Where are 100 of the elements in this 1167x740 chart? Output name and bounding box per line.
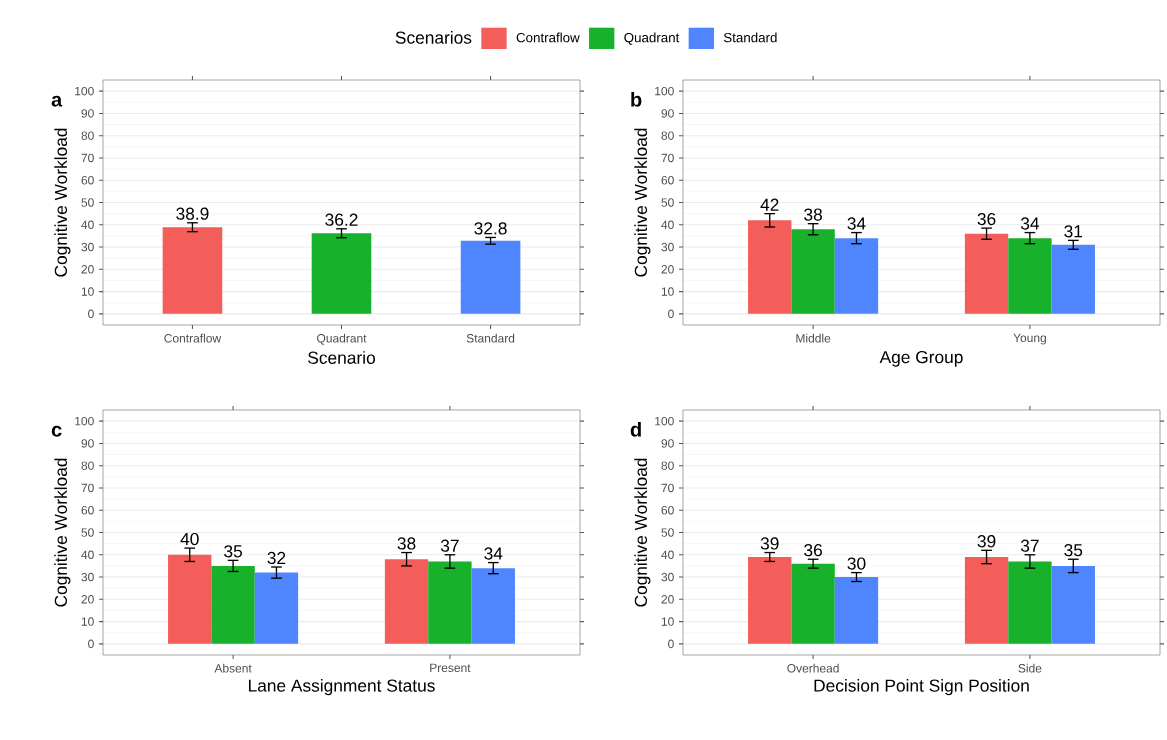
text: c [51, 425, 62, 437]
x-tick-label: Contraflow [164, 333, 222, 343]
y-tick-label: 30 [81, 572, 94, 582]
y-tick-label: 70 [81, 483, 94, 493]
y-tick-label: 50 [81, 528, 94, 537]
y-axis-title: Cognitive Workload [634, 128, 651, 277]
bar [471, 568, 515, 644]
y-axis-title: Cognitive Workload [54, 128, 71, 277]
x-tick-label: Quadrant [317, 333, 367, 345]
data-label: 36 [977, 212, 996, 226]
data-label: 32.8 [474, 222, 507, 235]
y-tick-label: 30 [661, 242, 674, 252]
data-label: 32 [267, 551, 286, 565]
data-label: 38 [397, 537, 416, 550]
y-tick-label: 90 [661, 109, 674, 118]
y-tick-label: 50 [661, 198, 674, 207]
bar [748, 220, 792, 314]
bar [168, 554, 212, 644]
data-label: 40 [180, 532, 199, 546]
y-tick-label: 0 [668, 309, 674, 319]
y-tick-label: 60 [81, 175, 94, 185]
data-label: 38.9 [176, 207, 209, 220]
chart-title: b [631, 92, 642, 107]
data-label: 34 [484, 547, 503, 560]
y-tick-label: 70 [81, 153, 94, 163]
legend-label: Standard [723, 32, 777, 43]
text: a [51, 95, 63, 107]
bar [1008, 561, 1052, 644]
bar [791, 229, 835, 314]
y-tick-label: 20 [661, 595, 674, 604]
data-label: 30 [847, 557, 866, 570]
x-tick-label: Side [1018, 663, 1042, 673]
y-tick-label: 10 [81, 617, 94, 626]
y-tick-label: 90 [81, 439, 94, 448]
y-tick-label: 100 [655, 86, 674, 96]
y-tick-label: 90 [661, 439, 674, 448]
x-tick-label: Overhead [787, 663, 839, 673]
y-tick-label: 0 [668, 639, 674, 649]
chart-title: d [630, 422, 641, 437]
y-tick-label: 30 [81, 242, 94, 252]
y-axis-title: Cognitive Workload [634, 458, 651, 607]
bar [211, 565, 255, 644]
y-tick-label: 60 [81, 505, 94, 515]
bar [1051, 565, 1095, 644]
data-label: 35 [1064, 544, 1083, 557]
y-tick-label: 70 [661, 483, 674, 493]
data-label: 38 [804, 208, 822, 221]
y-axis-title: Cognitive Workload [54, 458, 71, 607]
y-tick-label: 20 [81, 265, 94, 274]
y-tick-label: 40 [661, 220, 674, 230]
x-tick-label: Young [1013, 333, 1046, 345]
bar [964, 233, 1009, 314]
y-tick-label: 10 [661, 287, 674, 296]
x-tick-label: Present [430, 663, 471, 673]
y-tick-label: 50 [661, 528, 674, 537]
y-tick-label: 30 [661, 572, 674, 582]
x-tick-label: Middle [796, 333, 831, 343]
bar [384, 559, 429, 644]
y-tick-label: 80 [81, 131, 94, 140]
bar [428, 561, 472, 644]
y-tick-label: 10 [81, 287, 94, 296]
y-tick-label: 0 [88, 309, 94, 319]
data-label: 34 [1020, 217, 1040, 230]
data-label: 39 [760, 537, 779, 550]
data-label: 35 [224, 545, 242, 558]
x-axis-title: Scenario [308, 351, 375, 364]
y-tick-label: 70 [661, 153, 674, 163]
data-label: 42 [760, 198, 779, 211]
x-tick-label: Absent [214, 663, 252, 673]
data-label: 34 [847, 217, 866, 230]
bar [1051, 244, 1095, 314]
y-tick-label: 100 [655, 416, 674, 426]
bar [834, 577, 879, 644]
y-tick-label: 0 [88, 639, 94, 649]
legend-title: Scenarios [395, 31, 472, 44]
legend-label: Contraflow [516, 32, 580, 43]
bar [254, 572, 299, 644]
y-tick-label: 90 [81, 109, 94, 118]
data-label: 31 [1064, 225, 1083, 238]
data-label: 36.2 [325, 213, 358, 226]
data-label: 37 [440, 539, 459, 552]
y-tick-label: 40 [81, 220, 94, 230]
bar [1008, 238, 1052, 314]
bar [748, 557, 792, 644]
y-tick-label: 20 [81, 595, 94, 604]
y-tick-label: 20 [661, 265, 674, 274]
y-tick-label: 60 [661, 175, 674, 185]
y-tick-label: 40 [661, 550, 674, 560]
y-tick-label: 40 [81, 550, 94, 560]
bar [964, 557, 1009, 644]
y-tick-label: 100 [75, 416, 94, 426]
y-tick-label: 80 [661, 461, 674, 470]
x-axis-title: Lane Assignment Status [248, 679, 435, 696]
bar [791, 563, 835, 644]
data-label: 37 [1020, 539, 1039, 552]
y-tick-label: 50 [81, 198, 94, 207]
y-tick-label: 100 [75, 86, 94, 96]
data-label: 36 [804, 544, 822, 557]
y-tick-label: 80 [661, 131, 674, 140]
y-tick-label: 60 [661, 505, 674, 515]
